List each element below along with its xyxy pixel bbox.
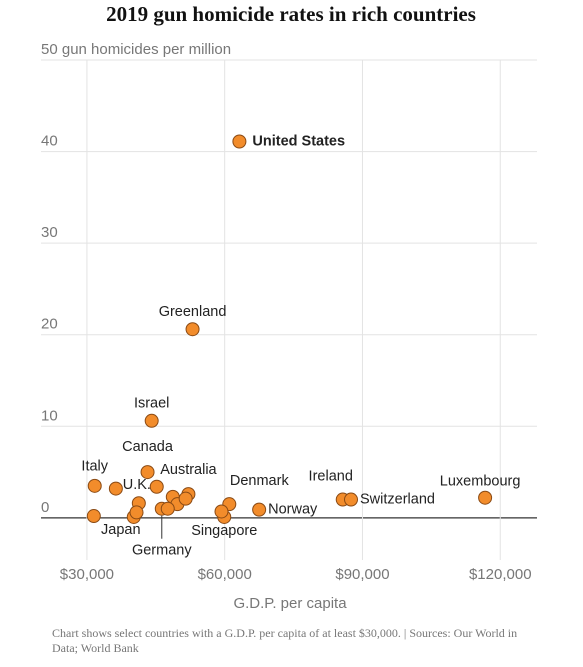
point-label: United States [252,133,345,149]
y-tick-label: 0 [41,499,49,516]
x-tick-label: $120,000 [469,566,532,583]
point-label: Germany [132,543,192,559]
point [344,492,358,507]
point-label: Australia [160,462,217,478]
point [129,505,144,520]
point-label: Italy [81,459,108,475]
point [160,501,175,516]
point-label: Denmark [230,473,290,489]
point [252,502,267,517]
point-label: Israel [134,396,169,412]
x-tick-label: $90,000 [335,566,389,583]
point [178,491,193,506]
y-tick-label: 30 [41,224,58,241]
point-label: Japan [101,522,141,538]
point-label: Canada [122,439,174,455]
point-label: Singapore [191,523,257,539]
point [140,465,155,480]
point-label: Norway [268,501,318,517]
chart-title: 2019 gun homicide rates in rich countrie… [106,2,476,26]
x-tick-label: $60,000 [198,566,252,583]
point [149,479,164,494]
y-tick-label: 50 gun homicides per million [41,41,231,58]
point [144,413,159,428]
point [86,509,101,524]
y-tick-label: 40 [41,133,58,150]
x-tick-label: $30,000 [60,566,114,583]
point-label: Ireland [309,468,353,484]
point-label: Switzerland [360,491,435,507]
point [478,490,493,505]
point-label: Luxembourg [440,474,521,490]
point-label: U.K. [123,477,151,493]
x-axis-label: G.D.P. per capita [233,595,347,612]
point [214,504,229,519]
point-label: Greenland [159,304,227,320]
y-tick-label: 20 [41,316,58,333]
y-tick-label: 10 [41,407,58,424]
point [108,481,123,496]
point [232,134,247,149]
point [87,478,102,493]
source-note: Chart shows select countries with a G.D.… [52,626,518,655]
point [185,322,200,337]
